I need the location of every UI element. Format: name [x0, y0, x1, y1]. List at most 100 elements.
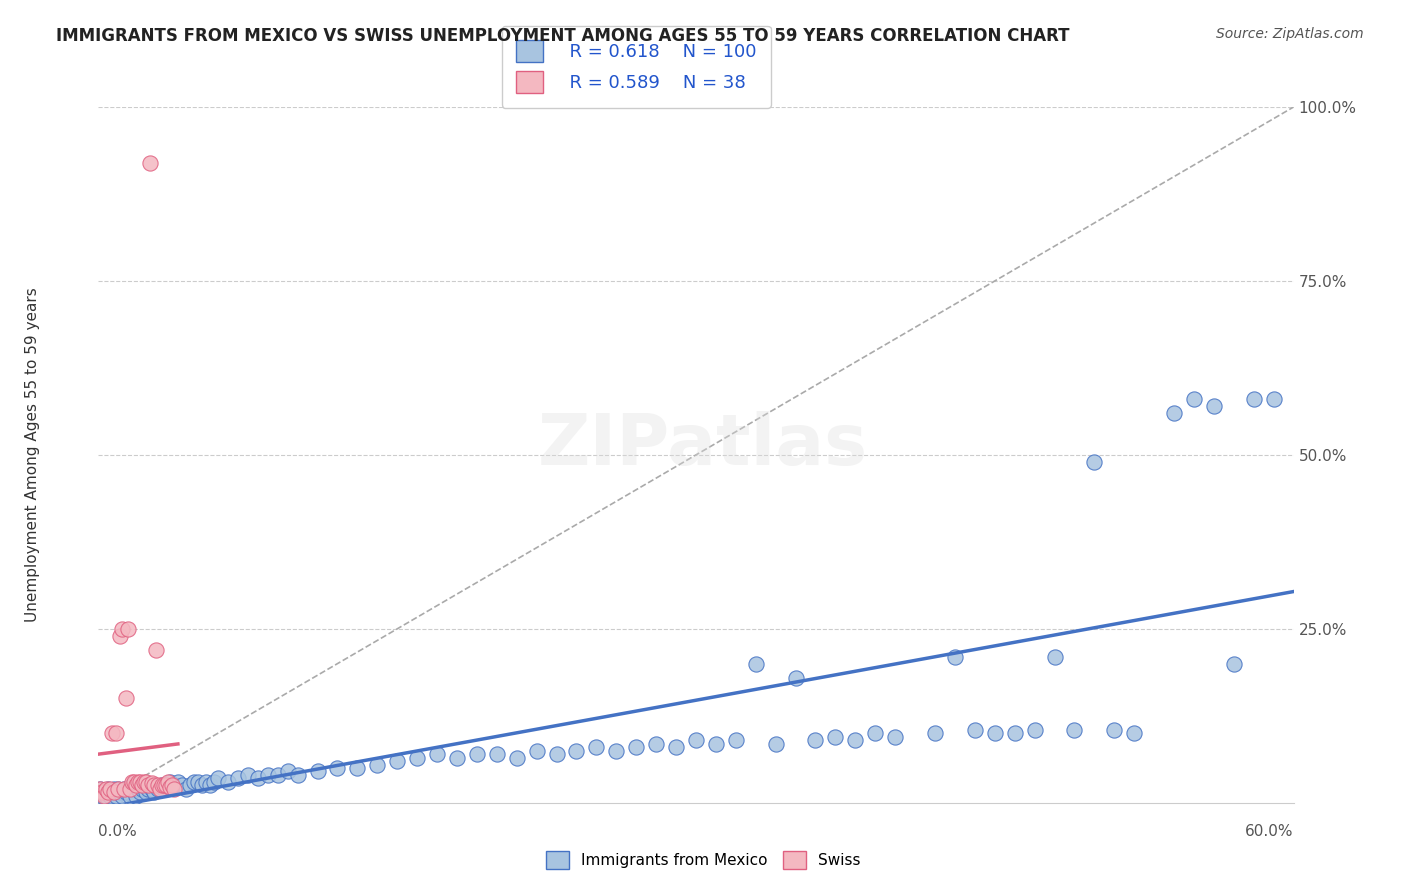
Point	[172, 778, 194, 792]
Point	[160, 778, 183, 792]
Point	[326, 761, 349, 775]
Point	[984, 726, 1007, 740]
Point	[202, 775, 225, 789]
Point	[134, 778, 156, 792]
Point	[153, 778, 176, 792]
Point	[884, 730, 907, 744]
Point	[191, 778, 214, 792]
Text: IMMIGRANTS FROM MEXICO VS SWISS UNEMPLOYMENT AMONG AGES 55 TO 59 YEARS CORRELATI: IMMIGRANTS FROM MEXICO VS SWISS UNEMPLOY…	[56, 27, 1070, 45]
Point	[139, 155, 162, 169]
Point	[307, 764, 329, 779]
Point	[100, 781, 122, 796]
Point	[150, 778, 173, 792]
Point	[93, 789, 115, 803]
Point	[626, 740, 648, 755]
Point	[546, 747, 568, 761]
Point	[1063, 723, 1085, 737]
Point	[1043, 649, 1066, 664]
Point	[645, 737, 668, 751]
Point	[97, 781, 120, 796]
Point	[120, 781, 142, 796]
Point	[112, 781, 135, 796]
Point	[844, 733, 866, 747]
Point	[127, 781, 149, 796]
Point	[103, 785, 125, 799]
Point	[115, 691, 138, 706]
Point	[207, 772, 229, 786]
Point	[1163, 406, 1185, 420]
Point	[121, 778, 143, 792]
Point	[143, 785, 166, 799]
Point	[129, 785, 152, 799]
Point	[256, 768, 278, 782]
Point	[105, 789, 128, 803]
Point	[198, 778, 221, 792]
Point	[117, 781, 139, 796]
Point	[111, 622, 134, 636]
Point	[346, 761, 368, 775]
Point	[824, 730, 846, 744]
Point	[91, 785, 114, 799]
Point	[135, 775, 157, 789]
Point	[117, 622, 139, 636]
Point	[1102, 723, 1125, 737]
Point	[157, 778, 180, 792]
Point	[745, 657, 768, 671]
Point	[924, 726, 946, 740]
Point	[163, 778, 186, 792]
Point	[155, 778, 177, 792]
Point	[103, 781, 125, 796]
Point	[226, 772, 249, 786]
Point	[465, 747, 488, 761]
Point	[526, 744, 548, 758]
Point	[89, 781, 111, 796]
Point	[1222, 657, 1246, 671]
Point	[287, 768, 309, 782]
Point	[167, 775, 190, 789]
Point	[217, 775, 239, 789]
Point	[1004, 726, 1026, 740]
Point	[236, 768, 259, 782]
Point	[93, 785, 115, 799]
Point	[101, 726, 124, 740]
Point	[246, 772, 269, 786]
Point	[485, 747, 508, 761]
Point	[506, 750, 529, 764]
Point	[187, 775, 209, 789]
Point	[148, 778, 170, 792]
Point	[89, 781, 111, 796]
Point	[406, 750, 429, 764]
Point	[115, 785, 138, 799]
Point	[153, 781, 176, 796]
Point	[1024, 723, 1046, 737]
Point	[585, 740, 607, 755]
Point	[136, 781, 159, 796]
Point	[804, 733, 827, 747]
Point	[163, 781, 186, 796]
Point	[110, 629, 132, 643]
Point	[100, 789, 122, 803]
Point	[366, 757, 388, 772]
Point	[426, 747, 449, 761]
Point	[96, 789, 118, 803]
Point	[724, 733, 747, 747]
Point	[136, 778, 159, 792]
Point	[111, 789, 134, 803]
Text: Unemployment Among Ages 55 to 59 years: Unemployment Among Ages 55 to 59 years	[25, 287, 41, 623]
Point	[195, 775, 218, 789]
Point	[125, 789, 148, 803]
Point	[120, 789, 142, 803]
Point	[1182, 392, 1205, 407]
Point	[183, 775, 205, 789]
Point	[91, 789, 114, 803]
Point	[125, 778, 148, 792]
Point	[385, 754, 409, 768]
Point	[943, 649, 966, 664]
Point	[150, 778, 173, 792]
Point	[1083, 455, 1105, 469]
Point	[765, 737, 787, 751]
Point	[148, 781, 170, 796]
Point	[129, 775, 152, 789]
Point	[157, 775, 180, 789]
Point	[277, 764, 299, 779]
